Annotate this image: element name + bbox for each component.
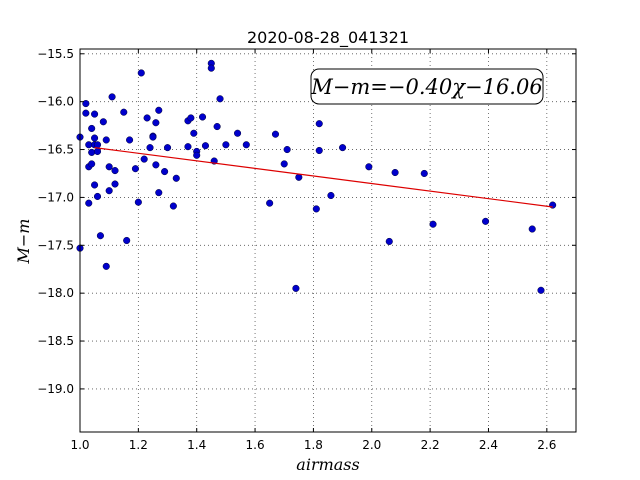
data-point [213,123,221,131]
data-point [96,232,104,240]
x-tick-label: 1.0 [70,438,89,452]
data-point [169,202,177,210]
x-tick-label: 2.6 [537,438,556,452]
data-point [93,192,102,201]
data-point [339,144,347,152]
data-points [76,59,557,294]
data-point [82,109,90,117]
data-point [271,130,280,138]
data-point [123,236,131,245]
data-point [266,199,274,207]
y-tick-label: −17.5 [37,238,74,252]
data-point [155,106,163,114]
x-tick-label: 2.0 [362,438,381,452]
data-point [482,217,490,225]
data-point [91,181,99,189]
data-point [149,133,157,141]
data-point [82,100,90,108]
axis-ticks: 1.0 1.2 1.4 1.6 1.8 2.0 2.2 2.4 2.6 −15.5 −16.0 −16… [37,47,576,452]
data-point [137,69,145,77]
x-tick-label: 1.6 [246,438,265,452]
data-point [420,169,428,178]
data-point [429,220,437,228]
y-axis-label: M−m [14,219,33,265]
data-point [108,93,116,101]
x-tick-label: 1.4 [187,438,206,452]
data-point [283,145,291,154]
data-point [198,113,207,121]
data-point [88,160,96,168]
data-point [327,191,335,200]
data-point [131,165,139,173]
data-point [222,141,230,149]
fit-equation-label: M−m=−0.40χ−16.06 [310,75,542,99]
y-tick-label: −15.5 [37,47,74,61]
data-point [146,144,154,152]
data-point [88,124,96,133]
data-point [187,114,195,122]
data-point [216,95,224,103]
data-point [140,155,148,163]
y-tick-label: −19.0 [37,382,74,396]
data-point [163,144,172,152]
data-point [91,134,99,142]
data-point [161,168,169,176]
fit-line [94,147,553,208]
data-point [152,161,160,169]
data-point [143,114,151,122]
data-point [105,187,113,195]
x-tick-label: 2.4 [479,438,498,452]
data-point [385,237,393,246]
x-axis-label: airmass [296,455,359,474]
data-point [126,136,134,144]
data-point [365,163,373,171]
data-point [280,160,288,168]
data-point [537,286,545,294]
data-point [155,189,163,197]
data-point [242,141,250,149]
data-point [528,225,536,233]
data-point [207,64,215,72]
data-point [172,174,180,182]
y-tick-label: −18.0 [37,286,74,300]
fit-equation-box: M−m=−0.40χ−16.06 [310,68,544,105]
data-point [93,147,102,156]
data-point [315,120,323,128]
chart-title: 2020-08-28_041321 [247,28,409,48]
data-point [99,118,107,126]
data-point [91,110,99,118]
data-point [201,142,210,150]
data-point [85,199,93,207]
data-point [93,141,102,149]
fit-equation-frame [310,68,544,105]
data-point [152,119,160,127]
y-tick-label: −18.5 [37,334,74,348]
fit-line-group [94,147,553,208]
data-point [234,129,242,137]
data-point [105,163,113,171]
y-tick-label: −16.0 [37,95,74,109]
x-tick-label: 1.2 [129,438,148,452]
data-point [134,198,142,206]
x-tick-label: 1.8 [304,438,323,452]
data-point [292,284,300,292]
y-tick-label: −17.0 [37,190,74,204]
data-point [102,136,110,144]
data-point [391,168,399,177]
data-point [312,205,320,213]
data-point [315,146,323,155]
data-point [111,167,119,175]
y-tick-label: −16.5 [37,143,74,157]
x-tick-label: 2.2 [421,438,440,452]
data-point [193,151,201,159]
data-point [190,129,198,137]
plot-area-frame [79,48,577,433]
data-point [102,262,110,270]
data-point [111,180,119,188]
data-point [88,148,96,156]
data-point [549,201,557,209]
data-point [184,143,192,151]
data-point [120,108,128,116]
